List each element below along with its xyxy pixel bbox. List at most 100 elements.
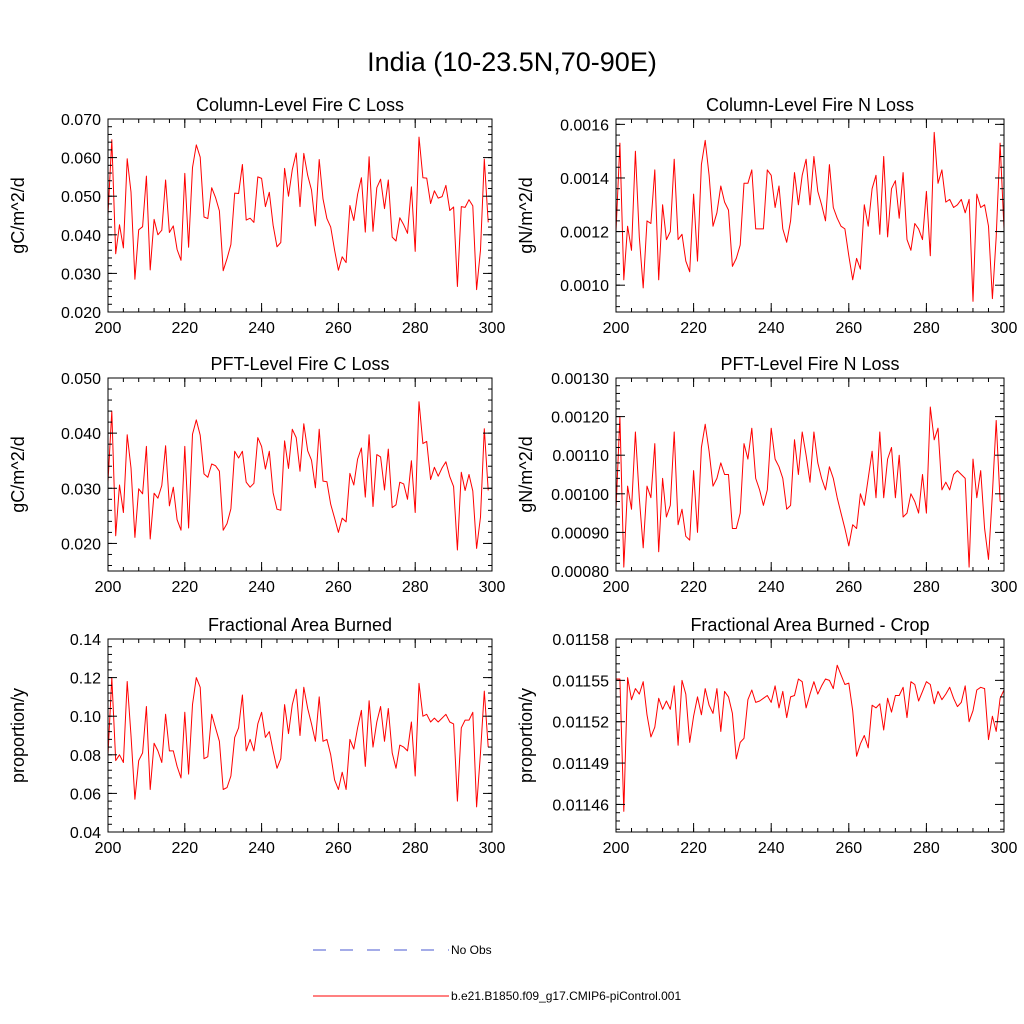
y-tick-label: 0.060 — [61, 151, 101, 168]
x-tick-label: 300 — [991, 579, 1018, 596]
legend: No Obs b.e21.B1850.f09_g17.CMIP6-piContr… — [313, 943, 681, 1003]
x-tick-label: 200 — [603, 840, 630, 857]
x-tick-label: 260 — [835, 320, 862, 337]
y-tick-label: 0.00100 — [551, 487, 609, 504]
legend-label-model: b.e21.B1850.f09_g17.CMIP6-piControl.001 — [451, 989, 681, 1003]
x-tick-label: 200 — [95, 840, 122, 857]
panel-title: PFT-Level Fire N Loss — [720, 354, 899, 374]
y-tick-label: 0.14 — [70, 632, 101, 649]
y-tick-label: 0.070 — [61, 112, 101, 129]
y-tick-label: 0.06 — [70, 786, 101, 803]
x-tick-label: 220 — [171, 320, 198, 337]
y-tick-label: 0.00090 — [551, 525, 609, 542]
panel-title: Column-Level Fire C Loss — [196, 95, 404, 115]
x-tick-label: 260 — [325, 579, 352, 596]
y-axis-label: gN/m^2/d — [516, 177, 536, 253]
x-tick-label: 240 — [758, 320, 785, 337]
x-tick-label: 300 — [991, 320, 1018, 337]
series-line-1 — [107, 401, 489, 551]
x-tick-label: 240 — [248, 840, 275, 857]
x-tick-label: 280 — [402, 320, 429, 337]
x-tick-label: 260 — [835, 579, 862, 596]
x-tick-label: 280 — [913, 579, 940, 596]
y-tick-label: 0.020 — [61, 305, 101, 322]
chart-panel-3: PFT-Level Fire C Loss gC/m^2/d 200 220 240 26… — [8, 354, 505, 596]
y-tick-label: 0.0014 — [560, 171, 609, 188]
y-tick-label: 0.00130 — [551, 371, 609, 388]
panel-title: Fractional Area Burned — [208, 615, 392, 635]
plot-frame — [615, 377, 1005, 572]
y-tick-label: 0.08 — [70, 748, 101, 765]
minor-ticks — [107, 118, 493, 313]
x-tick-label: 280 — [913, 320, 940, 337]
chart-panel-6: Fractional Area Burned - Crop proportion/… — [516, 615, 1017, 857]
chart-panel-4: PFT-Level Fire N Loss gN/m^2/d 200 220 240 26… — [516, 354, 1017, 596]
x-tick-label: 220 — [680, 840, 707, 857]
panel-title: PFT-Level Fire C Loss — [210, 354, 389, 374]
chart-panel-1: Column-Level Fire C Loss gC/m^2/d 200 220 24… — [8, 95, 505, 337]
y-axis-label: gN/m^2/d — [516, 436, 536, 512]
series-line-1 — [615, 131, 1005, 302]
y-tick-label: 0.01146 — [552, 797, 609, 814]
y-tick-label: 0.00120 — [551, 410, 609, 427]
y-tick-label: 0.030 — [61, 266, 101, 283]
y-tick-label: 0.020 — [61, 536, 101, 553]
x-tick-label: 220 — [680, 320, 707, 337]
legend-label-no-obs: No Obs — [451, 943, 492, 957]
panel-title: Fractional Area Burned - Crop — [690, 615, 929, 635]
plot-frame — [107, 377, 493, 572]
series-line-1 — [107, 136, 489, 291]
y-axis-label: gC/m^2/d — [8, 436, 28, 512]
x-tick-label: 200 — [95, 320, 122, 337]
panel-grid: Column-Level Fire C Loss gC/m^2/d 200 220 24… — [8, 95, 1017, 857]
minor-ticks — [107, 377, 493, 571]
y-tick-label: 0.01158 — [552, 632, 609, 649]
x-tick-label: 300 — [479, 579, 506, 596]
minor-ticks — [615, 119, 1005, 312]
y-axis-label: gC/m^2/d — [8, 177, 28, 253]
chart-panel-2: Column-Level Fire N Loss gN/m^2/d 200 220 24… — [516, 95, 1017, 337]
x-tick-label: 280 — [402, 579, 429, 596]
x-tick-label: 240 — [248, 320, 275, 337]
y-tick-label: 0.04 — [70, 825, 101, 842]
y-tick-label: 0.030 — [61, 481, 101, 498]
y-tick-label: 0.0010 — [560, 278, 609, 295]
y-axis-label: proportion/y — [8, 688, 28, 783]
x-tick-label: 200 — [95, 579, 122, 596]
x-tick-label: 200 — [603, 320, 630, 337]
y-tick-label: 0.00080 — [551, 564, 609, 581]
x-tick-label: 280 — [913, 840, 940, 857]
x-tick-label: 200 — [603, 579, 630, 596]
x-tick-label: 280 — [402, 840, 429, 857]
plot-frame — [107, 118, 493, 313]
y-tick-label: 0.01152 — [552, 715, 609, 732]
x-tick-label: 240 — [758, 579, 785, 596]
y-tick-label: 0.01155 — [552, 673, 609, 690]
y-tick-label: 0.01149 — [552, 756, 609, 773]
x-tick-label: 260 — [325, 840, 352, 857]
y-tick-label: 0.040 — [61, 426, 101, 443]
x-tick-label: 300 — [479, 320, 506, 337]
chart-panel-5: Fractional Area Burned proportion/y 200 220… — [8, 615, 505, 857]
y-tick-label: 0.040 — [61, 228, 101, 245]
minor-ticks — [615, 638, 1005, 832]
x-tick-label: 260 — [835, 840, 862, 857]
y-axis-label: proportion/y — [516, 688, 536, 783]
plot-frame — [615, 638, 1005, 833]
x-tick-label: 220 — [171, 840, 198, 857]
minor-ticks — [615, 377, 1005, 572]
y-tick-label: 0.10 — [70, 709, 101, 726]
x-tick-label: 240 — [248, 579, 275, 596]
plot-frame — [107, 638, 493, 833]
panel-title: Column-Level Fire N Loss — [706, 95, 914, 115]
x-tick-label: 260 — [325, 320, 352, 337]
y-tick-label: 0.0012 — [560, 225, 609, 242]
plot-frame — [615, 118, 1005, 313]
x-tick-label: 300 — [991, 840, 1018, 857]
y-tick-label: 0.12 — [70, 671, 101, 688]
x-tick-label: 300 — [479, 840, 506, 857]
y-tick-label: 0.00110 — [552, 448, 609, 465]
x-tick-label: 220 — [171, 579, 198, 596]
series-line-1 — [107, 677, 489, 808]
